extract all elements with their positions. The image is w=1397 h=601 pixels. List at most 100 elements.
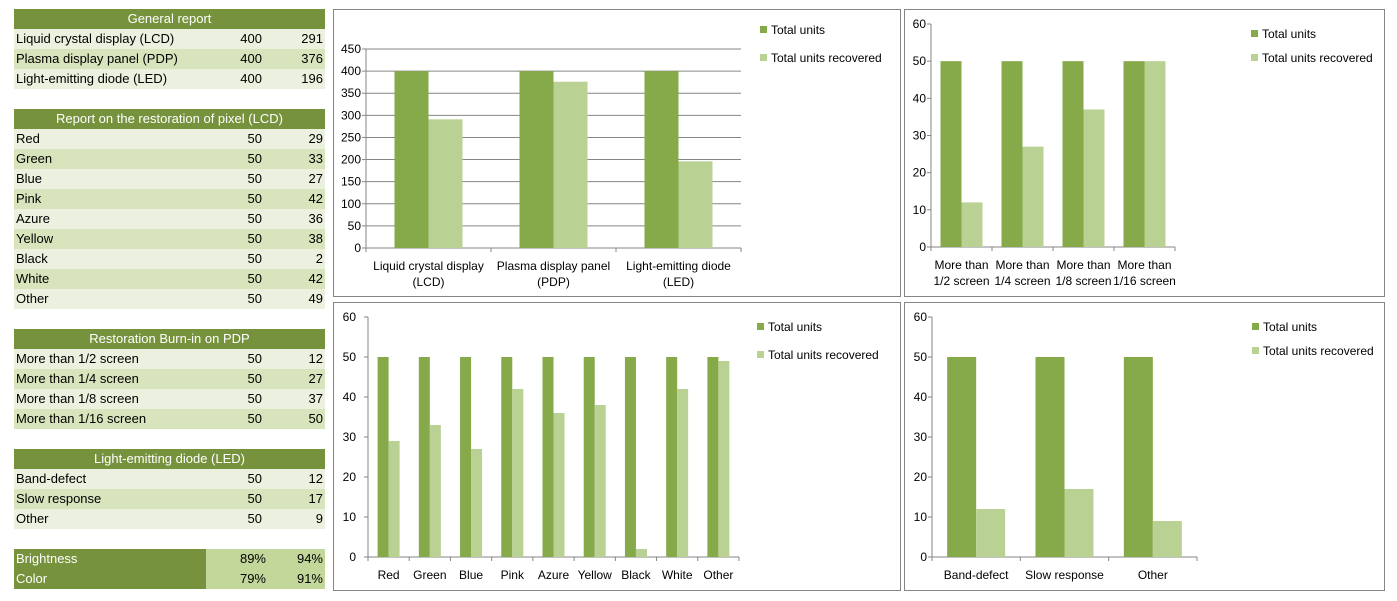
recovered-value: 33 (308, 151, 323, 166)
y-tick-label: 10 (913, 203, 927, 217)
total-value: 50 (247, 391, 262, 406)
recovered-value: 17 (308, 491, 323, 506)
x-tick-label: Red (378, 568, 400, 582)
x-tick-label: Other (703, 568, 733, 582)
bar-total-units-recovered (512, 389, 524, 557)
y-tick-label: 60 (914, 310, 928, 324)
table-row: More than 1/8 screen 50 37 (14, 389, 325, 409)
metric-value-a: 79% (206, 569, 272, 589)
recovered-value: 42 (308, 191, 323, 206)
metric-label: Color (14, 569, 206, 589)
recovered-value: 2 (315, 251, 323, 266)
y-tick-label: 20 (343, 470, 357, 484)
lcd-pixel-table: Report on the restoration of pixel (LCD)… (14, 109, 325, 309)
recovered-value: 50 (308, 411, 323, 426)
bar-total-units-recovered (553, 81, 588, 248)
x-tick-label: White (662, 568, 693, 582)
total-value: 400 (240, 71, 262, 86)
bar-total-units-recovered (388, 441, 400, 557)
x-tick-label: Light-emitting diode (LED) (626, 259, 731, 289)
legend-swatch (1251, 30, 1258, 37)
bar-total-units-recovered (976, 509, 1006, 557)
legend-label: Total units (1262, 27, 1316, 41)
table-row: More than 1/16 screen 50 50 (14, 409, 325, 429)
bar-total-units (394, 71, 429, 248)
total-value: 50 (247, 231, 262, 246)
table-row: Blue 50 27 (14, 169, 325, 189)
x-tick-label: More than 1/16 screen (1113, 258, 1176, 288)
bar-total-units (1062, 61, 1084, 247)
x-tick-label: Liquid crystal display (LCD) (373, 259, 484, 289)
bar-total-units-recovered (471, 449, 483, 557)
legend-label: Total units (1263, 320, 1317, 334)
y-tick-label: 20 (913, 166, 927, 180)
table-row: Brightness 89% 94% (14, 549, 325, 569)
row-label: More than 1/4 screen (16, 371, 139, 386)
table-header: Light-emitting diode (LED) (14, 449, 325, 469)
total-value: 400 (240, 31, 262, 46)
row-label: Liquid crystal display (LCD) (16, 31, 175, 46)
total-value: 400 (240, 51, 262, 66)
row-label: Black (16, 251, 48, 266)
bar-total-units-recovered (1064, 489, 1094, 557)
bar-total-units-recovered (594, 405, 606, 557)
legend-swatch (1251, 54, 1258, 61)
y-tick-label: 50 (348, 219, 362, 233)
bar-total-units (707, 357, 719, 557)
chart-lcd-pixel: 0 10 20 30 40 50 60 Red Green Blue Pink Azure Yellow… (333, 302, 901, 591)
row-label: White (16, 271, 50, 286)
legend-label: Total units recovered (768, 348, 879, 362)
row-label: Light-emitting diode (LED) (16, 71, 168, 86)
x-tick-label: Green (413, 568, 446, 582)
row-label: Green (16, 151, 53, 166)
total-value: 50 (247, 471, 262, 486)
recovered-value: 12 (308, 471, 323, 486)
y-tick-label: 30 (343, 430, 357, 444)
x-tick-label: Yellow (578, 568, 613, 582)
y-tick-label: 400 (341, 64, 361, 78)
recovered-value: 29 (308, 131, 323, 146)
legend-swatch (1252, 347, 1259, 354)
recovered-value: 27 (308, 171, 323, 186)
bar-total-units (947, 357, 977, 557)
legend-swatch (760, 54, 767, 61)
x-tick-label: Blue (459, 568, 483, 582)
row-label: Plasma display panel (PDP) (16, 51, 178, 66)
legend-label: Total units recovered (1263, 344, 1374, 358)
total-value: 50 (247, 371, 262, 386)
row-label: Band-defect (16, 471, 87, 486)
table-row: Light-emitting diode (LED) 400 196 (14, 69, 325, 89)
table-row: Other 50 49 (14, 289, 325, 309)
chart-pdp-burnin: 0 10 20 30 40 50 60 More than 1/2 screen More tha… (904, 9, 1385, 297)
total-value: 50 (247, 131, 262, 146)
y-tick-label: 30 (914, 430, 928, 444)
y-tick-label: 60 (343, 310, 357, 324)
bar-total-units-recovered (1083, 109, 1105, 247)
y-tick-label: 50 (343, 350, 357, 364)
x-tick-label: Black (621, 568, 651, 582)
y-tick-label: 40 (914, 390, 928, 404)
legend-label: Total units (768, 320, 822, 334)
row-label: Yellow (16, 231, 54, 246)
row-label: Azure (16, 211, 50, 226)
bar-total-units (1123, 61, 1145, 247)
bar-total-units (1001, 61, 1023, 247)
chart-general: 0 50 100 150 200 250 300 350 400 450 Liquid crysta… (333, 9, 901, 297)
table-row: Plasma display panel (PDP) 400 376 (14, 49, 325, 69)
bar-total-units (542, 357, 554, 557)
row-label: Other (16, 291, 49, 306)
table-row: Azure 50 36 (14, 209, 325, 229)
bar-total-units-recovered (428, 119, 463, 249)
bar-total-units-recovered (635, 549, 647, 557)
legend-swatch (757, 323, 764, 330)
recovered-value: 376 (301, 51, 323, 66)
row-label: More than 1/16 screen (16, 411, 147, 426)
y-tick-label: 10 (914, 510, 928, 524)
table-row: Other 50 9 (14, 509, 325, 529)
total-value: 50 (247, 491, 262, 506)
recovered-value: 196 (301, 71, 323, 86)
total-value: 50 (247, 411, 262, 426)
y-tick-label: 30 (913, 129, 927, 143)
bar-total-units-recovered (961, 202, 983, 247)
table-row: More than 1/4 screen 50 27 (14, 369, 325, 389)
